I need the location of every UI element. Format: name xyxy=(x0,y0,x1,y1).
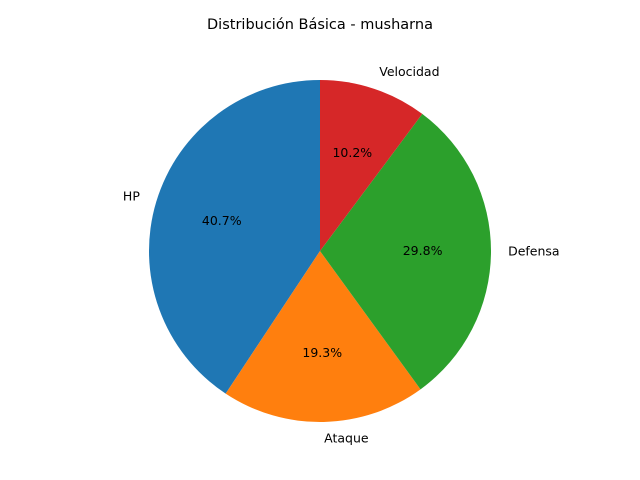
slice-label-velocidad: Velocidad xyxy=(379,64,439,79)
pie-slice-defensa xyxy=(320,113,491,390)
slice-label-hp: HP xyxy=(123,188,140,203)
slice-label-ataque: Ataque xyxy=(324,431,369,446)
slice-percent-ataque: 19.3% xyxy=(302,345,342,360)
slice-percent-defensa: 29.8% xyxy=(403,243,443,258)
slice-percent-velocidad: 10.2% xyxy=(332,145,372,160)
pie-labels: HP 40.7% Ataque 19.3% Defensa 29.8% Velocidad 1… xyxy=(123,64,560,446)
pie-slice-hp xyxy=(149,80,320,394)
slice-label-defensa: Defensa xyxy=(508,244,560,259)
pie-slices xyxy=(149,80,491,422)
pie-slice-ataque xyxy=(225,251,421,422)
slice-percent-hp: 40.7% xyxy=(202,213,242,228)
chart-title: Distribución Básica - musharna xyxy=(207,17,433,33)
pie-slice-velocidad xyxy=(320,80,423,251)
